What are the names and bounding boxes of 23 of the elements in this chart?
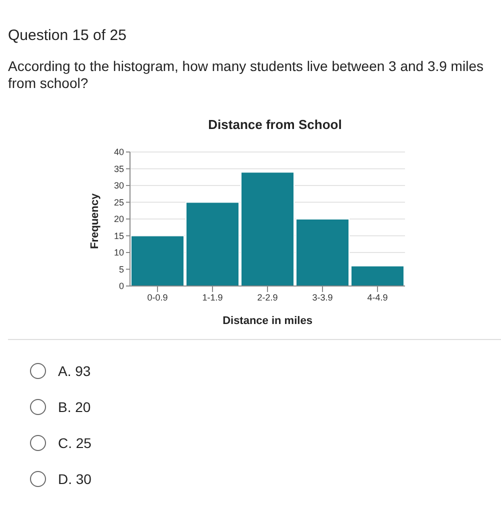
x-tick-label: 0-0.9 — [147, 292, 168, 302]
text: B. 20 — [58, 399, 91, 415]
text: D. 30 — [58, 471, 92, 487]
y-tick-label: 40 — [114, 147, 124, 158]
y-tick-label: 35 — [114, 164, 124, 174]
y-tick-label: 15 — [114, 230, 124, 241]
y-axis-title: Frequency — [88, 192, 101, 249]
x-axis-title: Distance in miles — [222, 315, 312, 327]
y-tick-label: 25 — [114, 197, 124, 208]
x-tick-label: 3-3.9 — [312, 292, 333, 302]
x-tick-label: 4-4.9 — [367, 292, 388, 302]
text: C. 25 — [58, 435, 92, 451]
text: Question 15 of 25 — [8, 27, 126, 44]
y-tick-label: 30 — [114, 180, 124, 191]
text: A. 93 — [58, 363, 91, 379]
x-tick-label: 1-1.9 — [202, 292, 223, 302]
text: According to the histogram, how many students live between 3 and 3.9 miles from school? — [8, 58, 484, 92]
chart-title: Distance from School — [207, 117, 343, 132]
y-tick-label: 20 — [114, 214, 124, 224]
y-tick-label: 5 — [118, 264, 124, 274]
x-tick-label: 2-2.9 — [257, 292, 278, 302]
y-tick-label: 10 — [114, 248, 124, 258]
y-tick-label: 0 — [118, 281, 124, 292]
